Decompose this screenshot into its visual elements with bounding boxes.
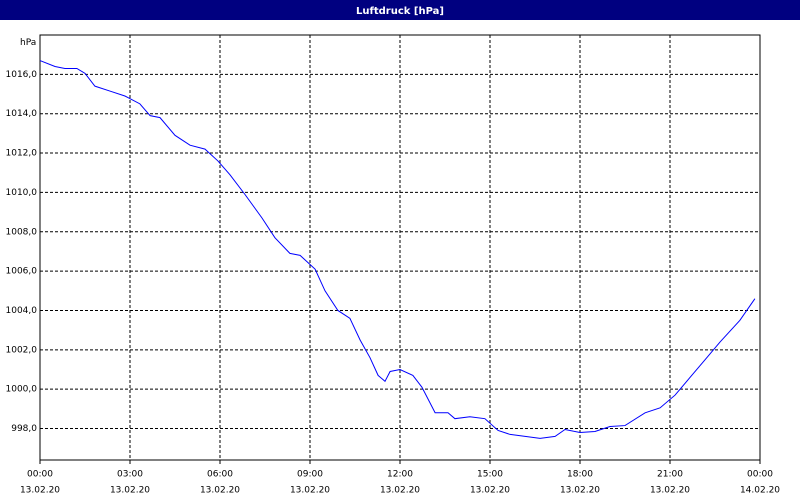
x-tick-date: 13.02.20 <box>200 486 240 496</box>
x-tick-date: 13.02.20 <box>110 486 150 496</box>
x-tick-date: 13.02.20 <box>20 486 60 496</box>
y-tick-label: 1004,0 <box>6 306 38 316</box>
y-tick-label: 1016,0 <box>6 70 38 80</box>
x-tick-label: 12:00 <box>387 470 413 480</box>
x-tick-date: 13.02.20 <box>380 486 420 496</box>
y-tick-label: 1010,0 <box>6 188 38 198</box>
y-tick-label: 1008,0 <box>6 227 38 237</box>
y-unit: hPa <box>20 38 36 48</box>
x-tick-date: 13.02.20 <box>560 486 600 496</box>
x-tick-date: 13.02.20 <box>290 486 330 496</box>
x-tick-label: 18:00 <box>567 470 593 480</box>
data-line <box>39 60 756 439</box>
chart-title: Luftdruck [hPa] <box>356 6 444 17</box>
x-tick-label: 15:00 <box>477 470 503 480</box>
title-bar <box>0 0 800 20</box>
y-tick-label: 1000,0 <box>6 385 38 395</box>
x-tick-label: 00:00 <box>747 470 773 480</box>
y-tick-label: 1012,0 <box>6 149 38 159</box>
x-tick-label: 09:00 <box>297 470 323 480</box>
y-tick-label: 998,0 <box>11 424 37 434</box>
y-tick-label: 1002,0 <box>6 345 38 355</box>
x-tick-label: 06:00 <box>207 470 233 480</box>
x-tick-date: 13.02.20 <box>470 486 510 496</box>
x-tick-date: 13.02.20 <box>650 486 690 496</box>
x-tick-label: 00:00 <box>27 470 53 480</box>
x-tick-label: 21:00 <box>657 470 683 480</box>
y-tick-label: 1014,0 <box>6 109 38 119</box>
x-tick-label: 03:00 <box>117 470 143 480</box>
y-tick-label: 1006,0 <box>6 267 38 277</box>
x-tick-date: 14.02.20 <box>740 486 780 496</box>
